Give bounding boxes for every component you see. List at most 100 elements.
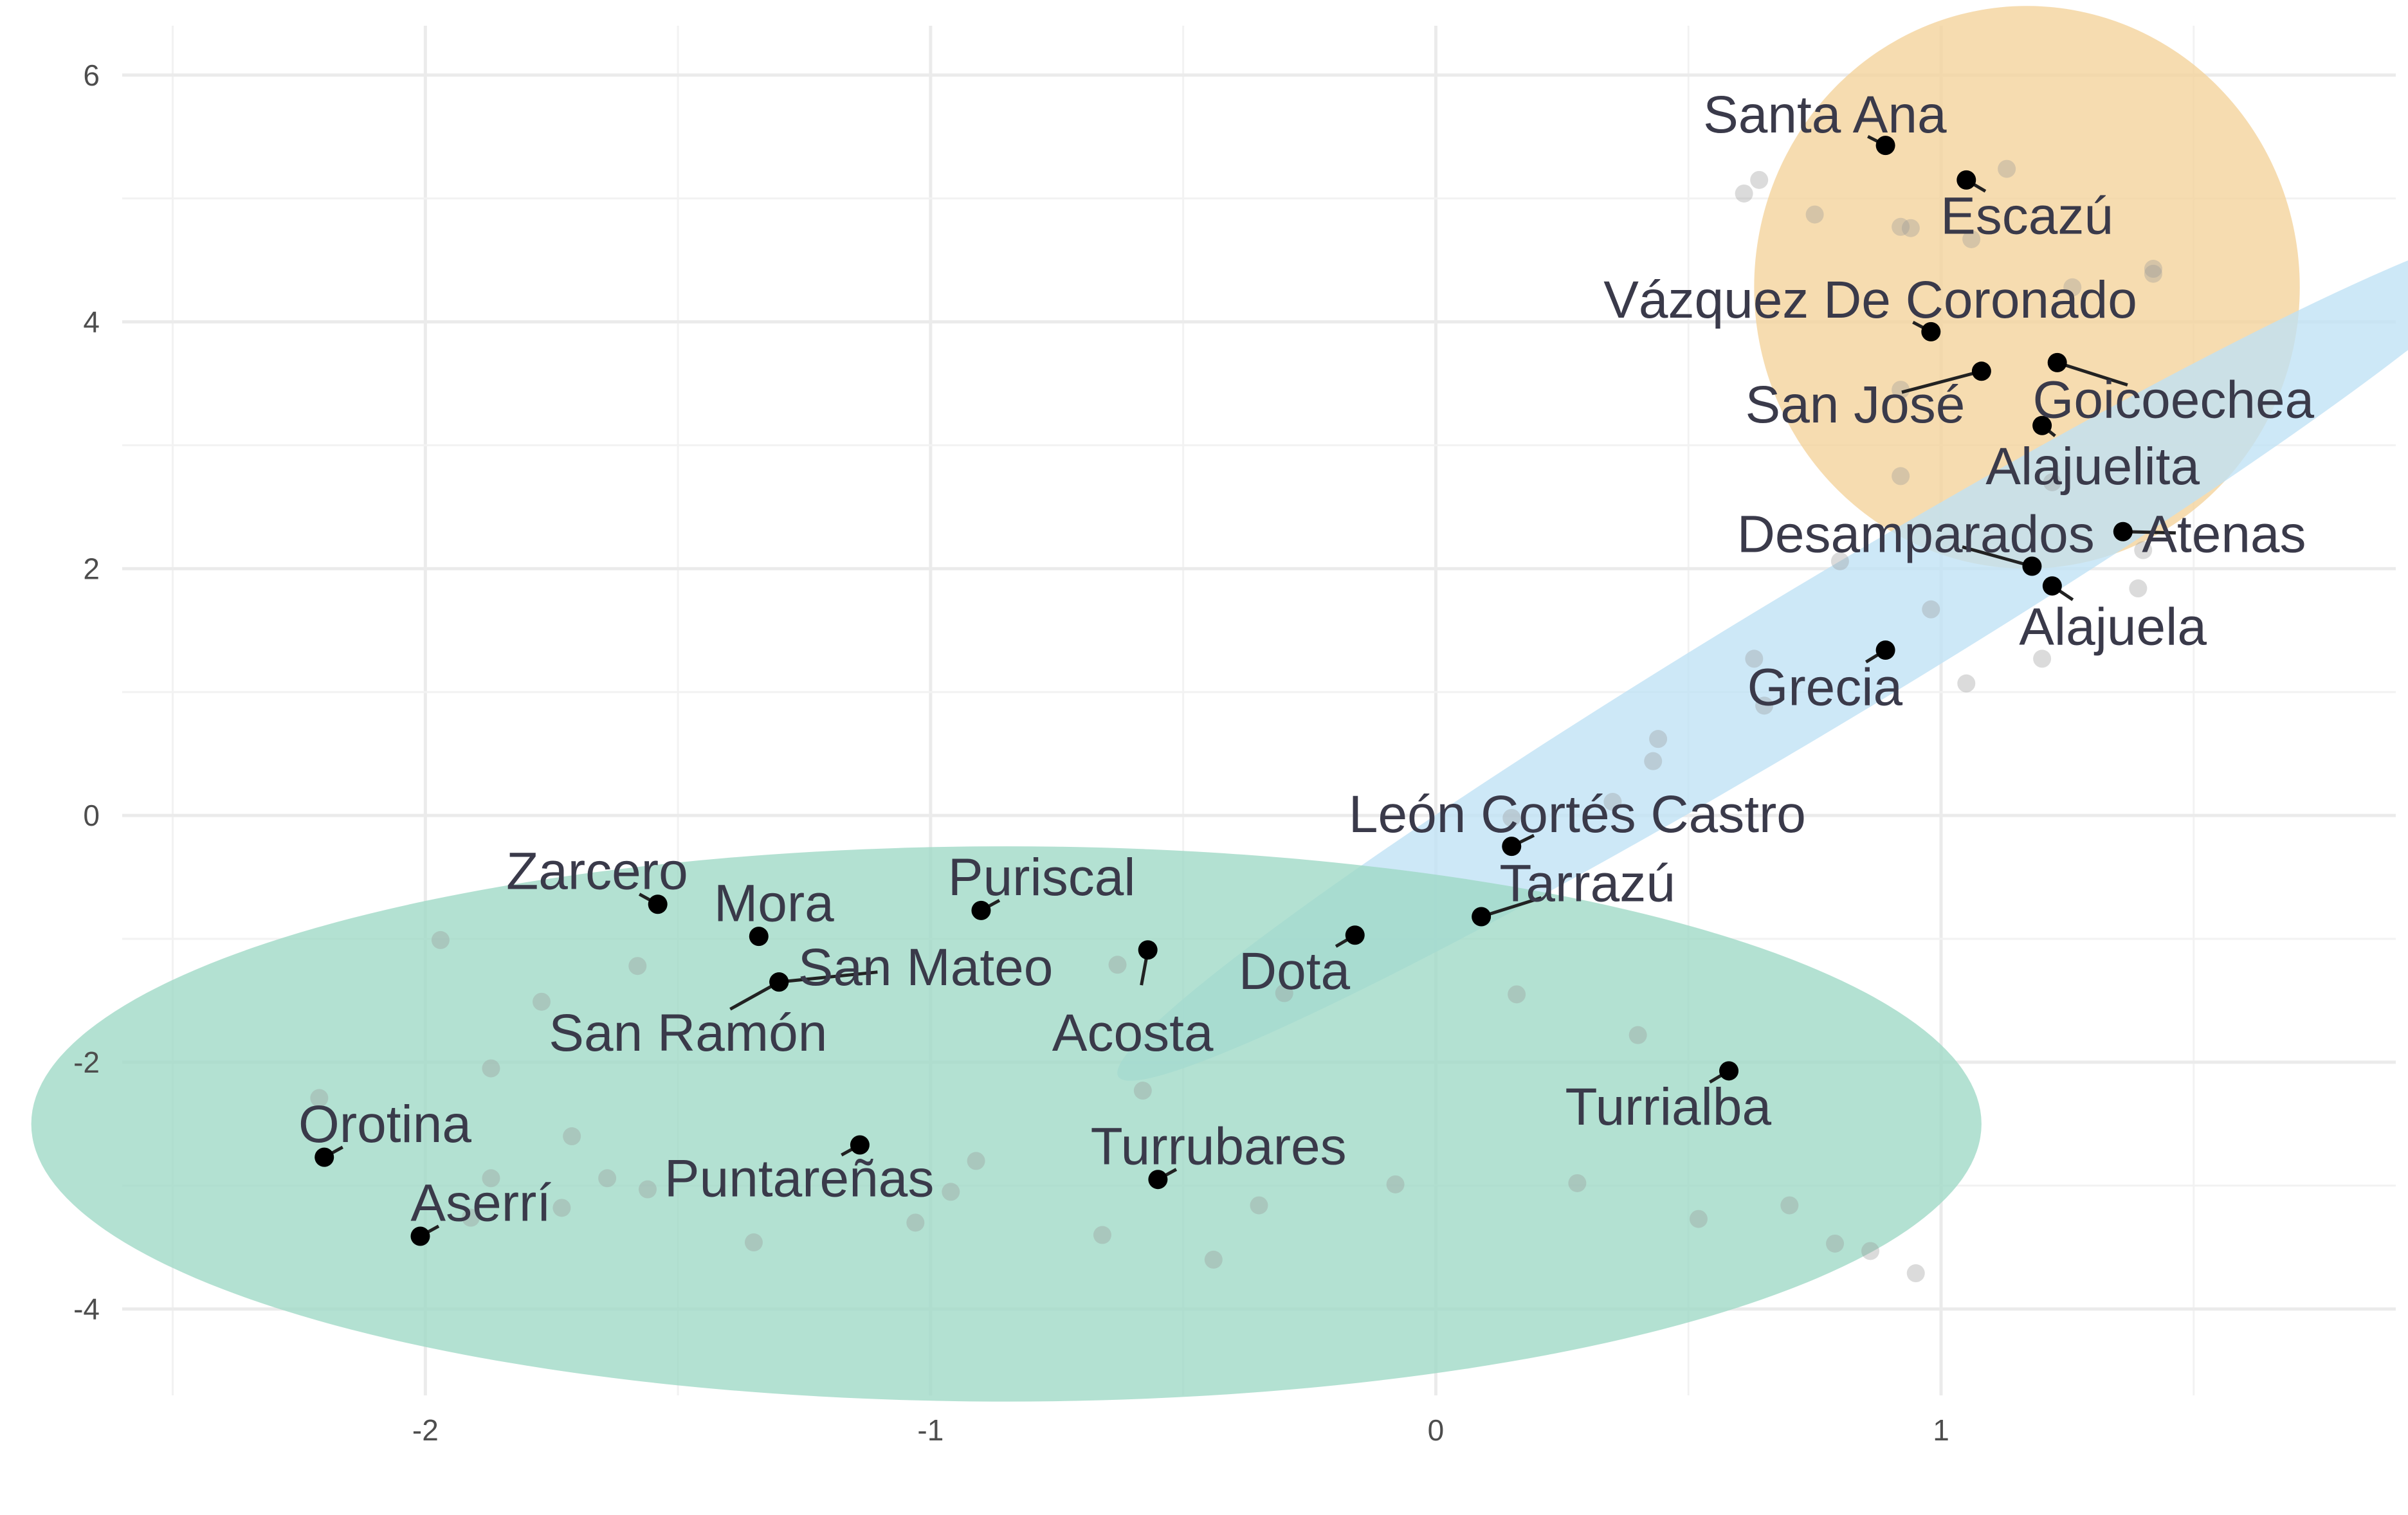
data-point: [1502, 837, 1522, 857]
point-label: Turrubares: [1091, 1117, 1347, 1175]
background-points: [310, 159, 2162, 1283]
data-point: [410, 1226, 430, 1246]
point-label: Goicoechea: [2033, 370, 2315, 429]
background-point: [744, 1233, 763, 1252]
background-point: [1805, 205, 1824, 224]
background-point: [1108, 956, 1127, 974]
background-point: [1892, 467, 1910, 485]
data-point: [1875, 640, 1895, 660]
leader-line: [2056, 361, 2128, 387]
background-point: [552, 1199, 571, 1217]
background-point: [1922, 600, 1940, 619]
point-label: Escazú: [1940, 187, 2113, 246]
data-point: [749, 927, 769, 947]
background-point: [1901, 219, 1920, 237]
y-tick-label: 2: [83, 552, 100, 585]
background-point: [906, 1213, 925, 1232]
point-label: Puriscal: [948, 848, 1136, 907]
data-point: [769, 972, 789, 992]
cluster-ellipses: [31, 6, 2408, 1402]
background-point: [628, 957, 647, 975]
background-point: [1755, 696, 1774, 715]
point-label: Tarrazú: [1499, 855, 1675, 913]
y-tick-label: -4: [73, 1293, 100, 1326]
point-label: Alajuela: [2019, 598, 2207, 657]
background-point: [2043, 473, 2061, 491]
background-point: [1735, 184, 1753, 203]
point-label: San José: [1746, 376, 1966, 434]
x-axis-tick-labels: -2 -1 0 1: [412, 1413, 1949, 1447]
point-label: Desamparados: [1737, 505, 2095, 564]
background-point: [1750, 170, 1769, 189]
background-point: [1689, 1210, 1708, 1228]
background-point: [1568, 1174, 1587, 1192]
x-tick-label: -1: [917, 1413, 944, 1447]
background-point: [1962, 230, 1981, 248]
point-labels: Santa Ana Escazú Vázquez De Coronado San Jo…: [298, 86, 2315, 1232]
background-point: [1906, 1264, 1925, 1283]
data-point: [2047, 352, 2067, 372]
background-point: [1861, 1242, 1880, 1260]
point-label: Alajuelita: [1985, 437, 2200, 496]
point-label: San Ramón: [549, 1004, 827, 1062]
background-point: [2033, 649, 2052, 668]
background-point: [638, 1180, 657, 1199]
background-point: [1745, 649, 1764, 668]
data-point: [2022, 556, 2042, 576]
background-point: [1508, 985, 1526, 1004]
background-point: [2063, 278, 2082, 296]
leader-line: [1481, 896, 1542, 918]
y-tick-label: 0: [83, 799, 100, 832]
background-point: [462, 1208, 480, 1227]
background-point: [1093, 1226, 1111, 1244]
data-point: [850, 1135, 870, 1155]
cluster-ellipse: [31, 846, 1982, 1402]
y-tick-label: -2: [73, 1046, 100, 1079]
background-point: [1133, 1082, 1152, 1100]
cluster-ellipse: [1117, 229, 2408, 1081]
data-point: [2032, 415, 2052, 435]
background-point: [1957, 674, 1976, 693]
data-point: [1345, 925, 1365, 945]
background-point: [1649, 730, 1668, 748]
point-label: Mora: [714, 874, 834, 932]
data-point: [1971, 361, 1991, 381]
background-point: [1892, 217, 1910, 236]
background-point: [310, 1089, 329, 1107]
data-point: [1138, 940, 1158, 960]
background-point: [1250, 1196, 1268, 1215]
point-label: Atenas: [2142, 505, 2306, 564]
background-point: [482, 1169, 500, 1188]
point-label: Zarcero: [506, 842, 688, 900]
background-point: [1386, 1175, 1405, 1193]
point-label: Turrialba: [1565, 1078, 1772, 1136]
background-point: [1275, 984, 1293, 1002]
background-point: [1998, 159, 2016, 178]
point-label: Grecia: [1747, 658, 1903, 717]
leader-line: [778, 970, 878, 984]
x-tick-label: -2: [412, 1413, 439, 1447]
data-point: [1719, 1061, 1739, 1081]
background-point: [942, 1183, 960, 1201]
background-point: [1644, 752, 1663, 770]
background-point: [1502, 808, 1521, 827]
background-point: [482, 1059, 500, 1078]
data-point: [1875, 136, 1895, 156]
labeled-points: [315, 136, 2133, 1246]
background-point: [1826, 1234, 1845, 1253]
x-tick-label: 0: [1428, 1413, 1445, 1447]
leader-line: [1901, 369, 1982, 394]
point-label: Acosta: [1052, 1004, 1214, 1062]
background-point: [533, 992, 551, 1011]
y-tick-label: 6: [83, 59, 100, 92]
background-point: [1830, 552, 1849, 570]
background-point: [2144, 264, 2162, 283]
data-point: [1957, 170, 1976, 190]
data-point: [971, 900, 991, 920]
y-axis-tick-labels: -4 -2 0 2 4 6: [73, 59, 100, 1326]
background-point: [563, 1127, 581, 1146]
point-label: León Cortés Castro: [1349, 785, 1806, 844]
data-point: [1921, 322, 1941, 341]
background-point: [2129, 579, 2148, 598]
